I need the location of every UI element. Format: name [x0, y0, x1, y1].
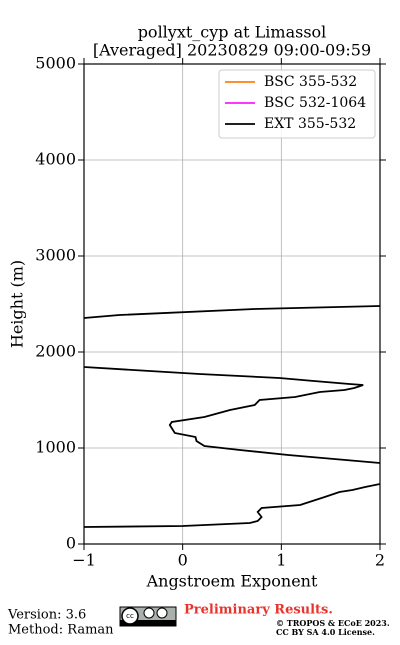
y-tick-label: 4000 — [35, 150, 76, 169]
data-line — [45, 306, 400, 527]
license: CC BY SA 4.0 License. — [276, 627, 375, 637]
x-axis-label: Angstroem Exponent — [146, 572, 318, 591]
method: Method: Raman — [8, 623, 114, 638]
x-tick-label: 0 — [178, 551, 188, 570]
x-tick-label: 1 — [276, 551, 286, 570]
y-tick-label: 3000 — [35, 246, 76, 265]
cc-logo: cc — [120, 607, 176, 626]
x-tick-label: 2 — [375, 551, 385, 570]
x-tick-label: −1 — [72, 551, 96, 570]
y-tick-label: 1000 — [35, 438, 76, 457]
y-axis-label: Height (m) — [8, 260, 27, 348]
y-tick-label: 0 — [66, 534, 76, 553]
chart-subtitle: [Averaged] 20230829 09:00-09:59 — [93, 41, 371, 60]
preliminary: Preliminary Results. — [184, 603, 333, 618]
version: Version: 3.6 — [7, 608, 86, 623]
legend-label: EXT 355-532 — [264, 116, 356, 132]
y-tick-label: 5000 — [35, 54, 76, 73]
chart-title: pollyxt_cyp at Limassol — [138, 23, 327, 42]
legend-label: BSC 355-532 — [264, 74, 357, 90]
legend-label: BSC 532-1064 — [264, 95, 366, 111]
svg-text:cc: cc — [126, 612, 134, 620]
y-tick-label: 2000 — [35, 342, 76, 361]
